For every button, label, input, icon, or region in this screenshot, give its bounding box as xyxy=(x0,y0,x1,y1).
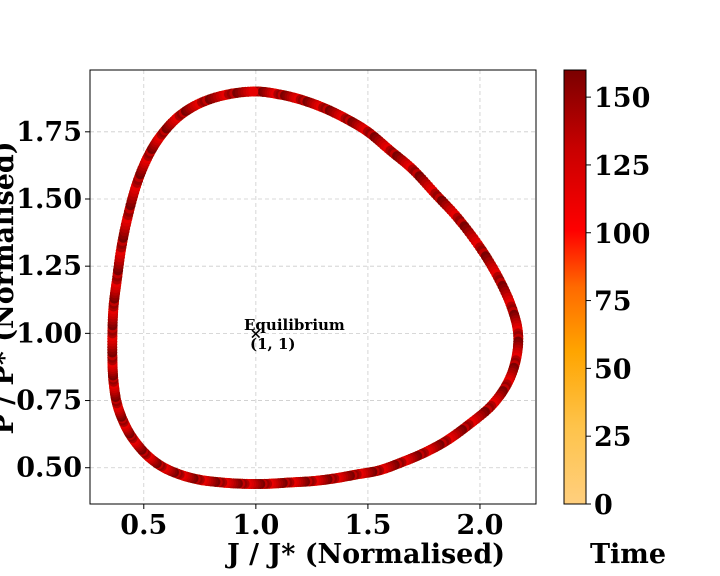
colorbar-tick-label: 100 xyxy=(594,219,650,250)
grid xyxy=(90,70,536,504)
colorbar-tick-label: 0 xyxy=(594,490,613,521)
y-tick-label: 0.75 xyxy=(16,386,82,417)
equilibrium-marker: × xyxy=(250,324,263,342)
plot-frame xyxy=(89,69,537,505)
colorbar-title: Time xyxy=(590,539,666,570)
x-tick-label: 1.0 xyxy=(232,510,279,541)
y-tick-label: 1.25 xyxy=(16,251,82,282)
y-tick-label: 1.50 xyxy=(16,184,82,215)
x-tick-label: 0.5 xyxy=(120,510,167,541)
colorbar-tick-label: 25 xyxy=(594,422,632,453)
x-axis: 0.5 1.0 1.5 2.0 xyxy=(120,504,503,541)
orbit-point xyxy=(248,86,259,97)
colorbar: 0 25 50 75 100 125 150 Time xyxy=(563,69,666,570)
x-axis-title: J / J* (Normalised) xyxy=(225,539,505,570)
colorbar-tick-label: 125 xyxy=(594,151,650,182)
y-tick-label: 1.00 xyxy=(16,318,82,349)
x-tick-label: 1.5 xyxy=(344,510,391,541)
colorbar-tick-label: 50 xyxy=(594,354,632,385)
y-axis: 0.50 0.75 1.00 1.25 1.50 1.75 xyxy=(16,117,90,484)
data-layer xyxy=(107,86,524,490)
colorbar-tick-label: 75 xyxy=(594,287,632,318)
colorbar-gradient xyxy=(563,69,587,505)
equilibrium-label: Equilibrium xyxy=(244,316,345,334)
colorbar-tick-label: 150 xyxy=(594,83,650,114)
equilibrium-coords: (1, 1) xyxy=(250,335,296,353)
y-tick-label: 1.75 xyxy=(16,117,82,148)
x-tick-label: 2.0 xyxy=(456,510,503,541)
colorbar-ticks: 0 25 50 75 100 125 150 xyxy=(586,83,650,521)
y-tick-label: 0.50 xyxy=(16,453,82,484)
equilibrium-annotation: Equilibrium (1, 1) × xyxy=(244,316,345,353)
y-axis-title: P / P* (Normalised) xyxy=(0,141,20,434)
